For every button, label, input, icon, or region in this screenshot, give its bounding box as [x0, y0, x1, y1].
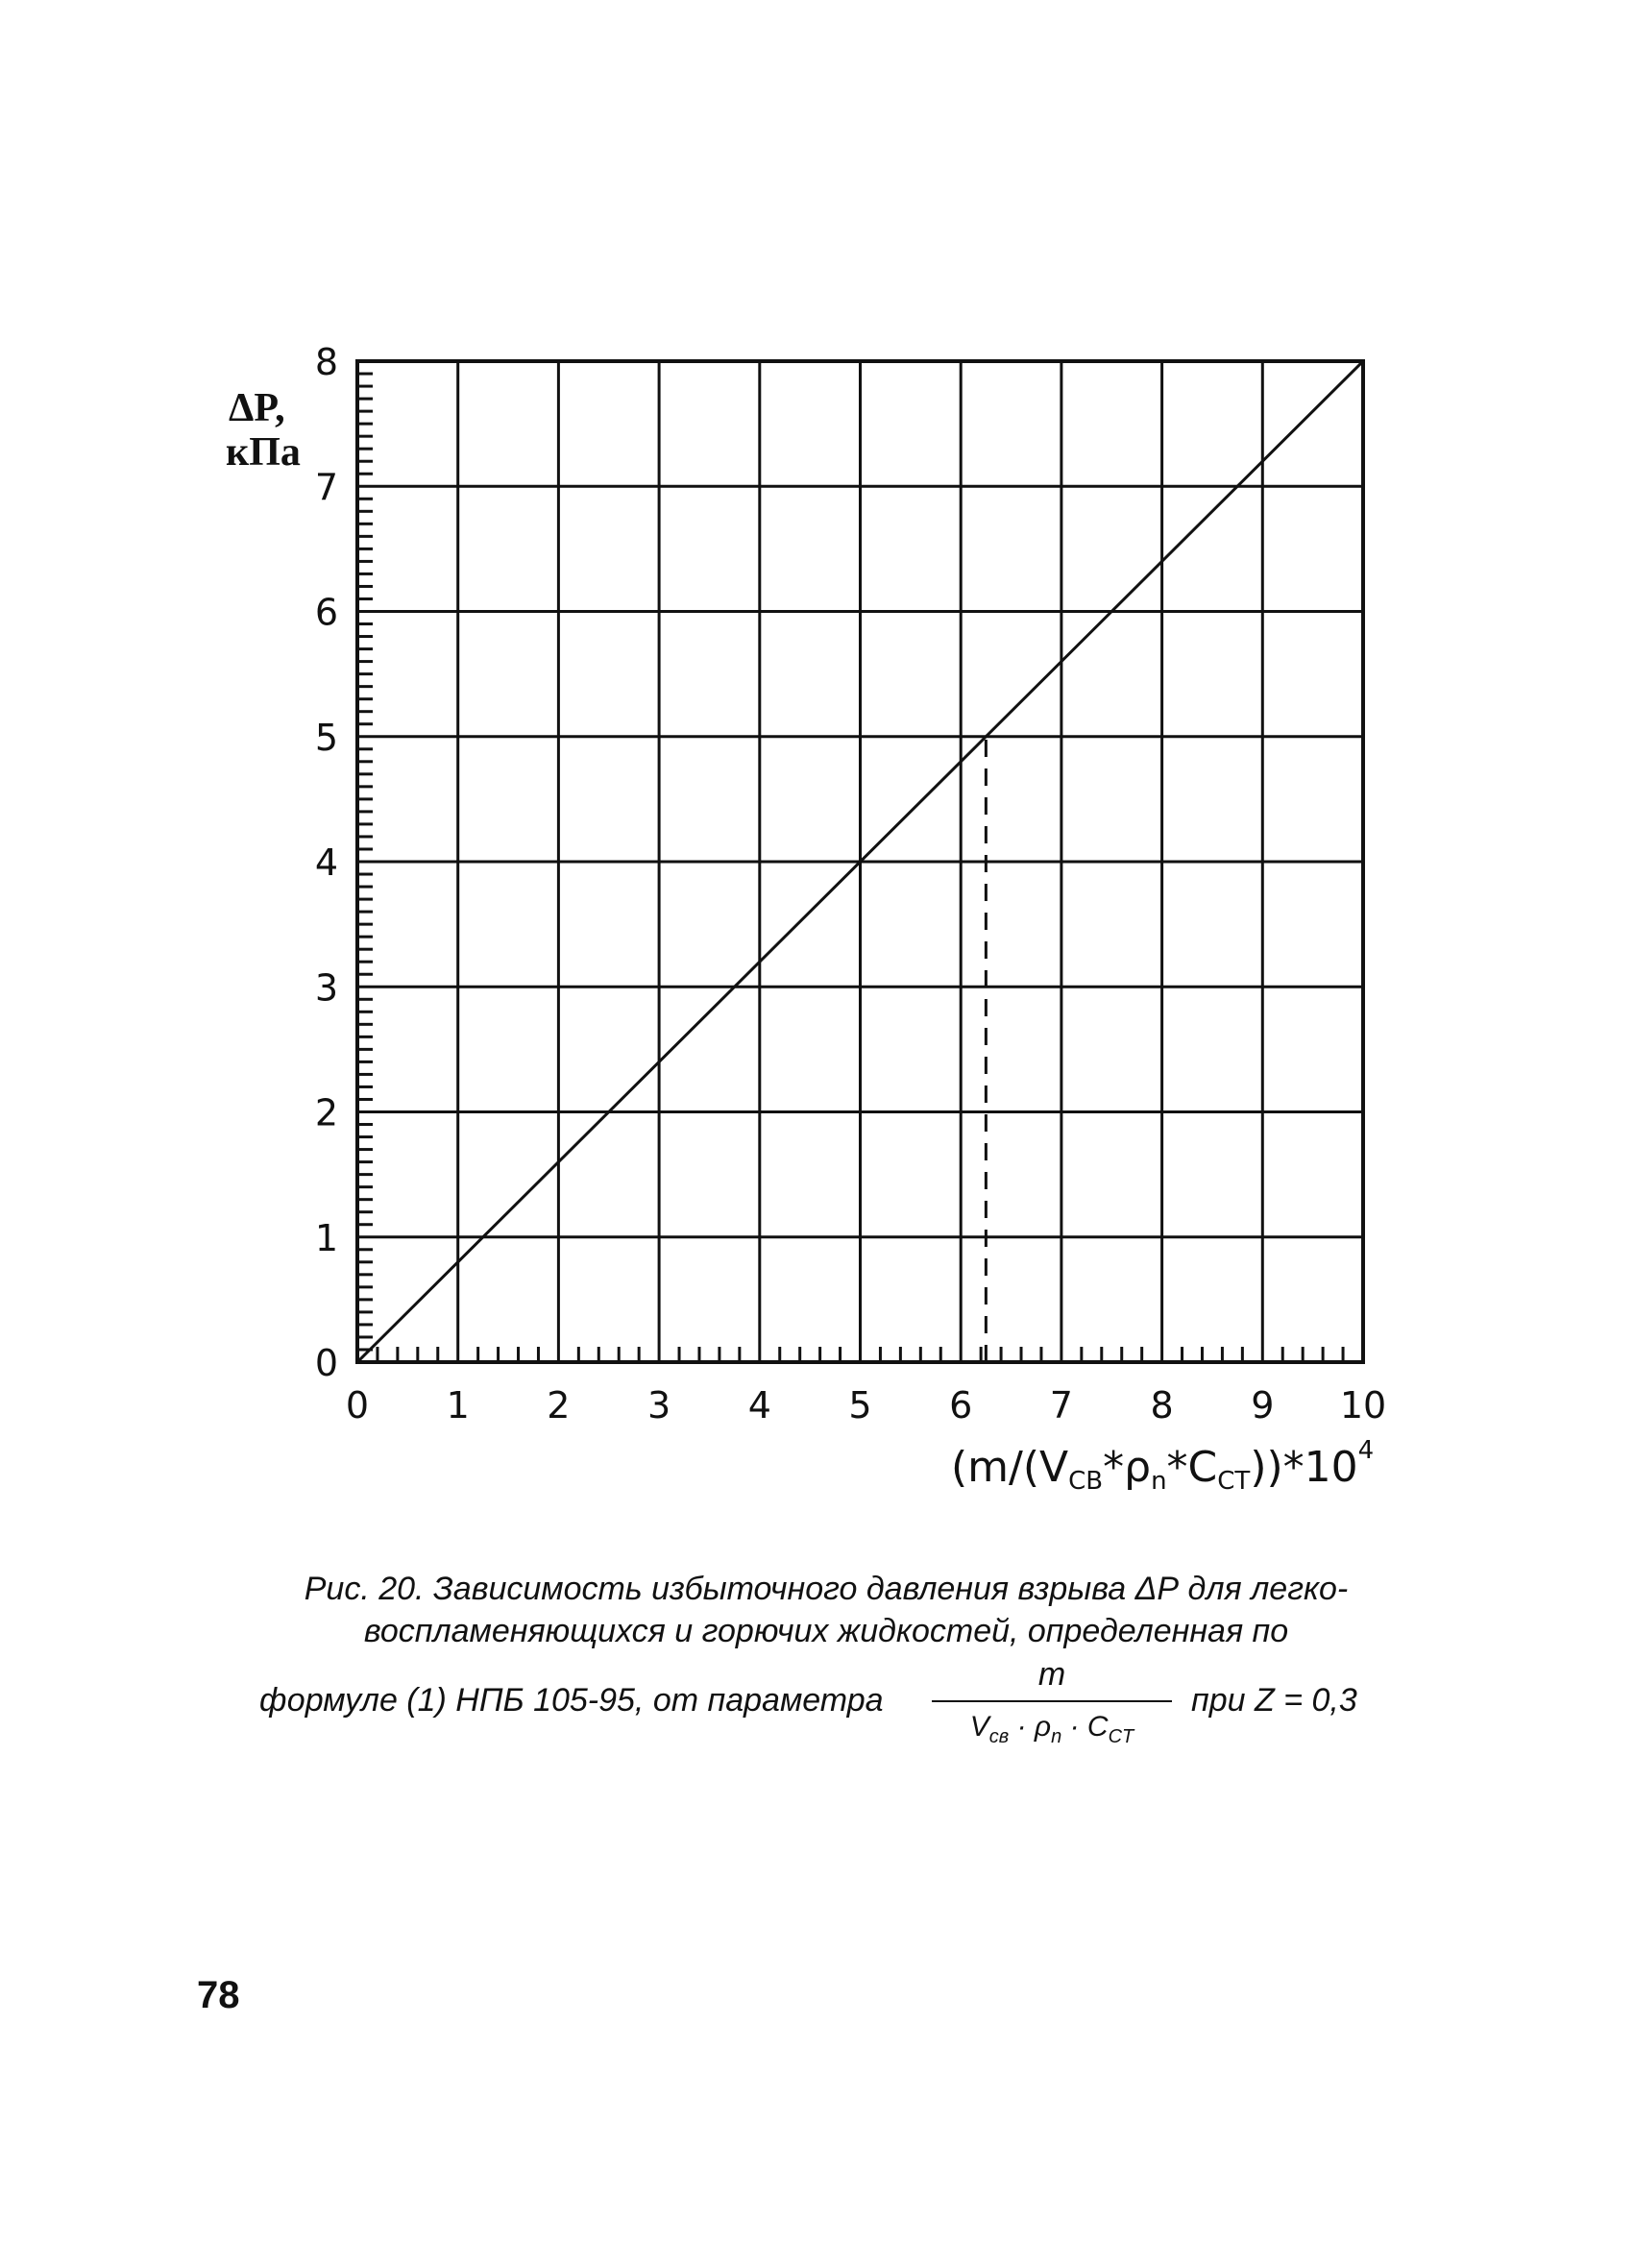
- x-tick-label: 7: [1050, 1384, 1073, 1427]
- x-tick-label: 4: [748, 1384, 771, 1427]
- fraction-numerator: m: [1037, 1656, 1066, 1693]
- y-tick-labels: 0 1 2 3 4 5 6 7 8: [315, 341, 338, 1384]
- y-tick-label: 4: [315, 841, 338, 884]
- x-tick-label: 5: [848, 1384, 871, 1427]
- x-tick-label: 1: [447, 1384, 470, 1427]
- y-tick-label: 0: [315, 1342, 338, 1384]
- caption-line2: воспламеняющихся и горючих жидкостей, оп…: [363, 1613, 1289, 1649]
- x-axis-label: (m/(VСВ*ρn*CСТ))*104: [951, 1436, 1374, 1496]
- y-tick-label: 3: [315, 966, 338, 1009]
- caption-line3-end: при Z = 0,3: [1191, 1682, 1357, 1719]
- fraction-bar: [932, 1700, 1172, 1702]
- x-tick-label: 2: [547, 1384, 570, 1427]
- x-tick-label: 3: [647, 1384, 671, 1427]
- caption-formula-line: формуле (1) НПБ 105-95, от параметра m V…: [231, 1654, 1422, 1760]
- parameter-fraction: m Vсв · ρn · CCT: [932, 1654, 1172, 1758]
- y-tick-label: 7: [315, 466, 338, 508]
- x-tick-label: 6: [949, 1384, 972, 1427]
- y-tick-label: 1: [315, 1217, 338, 1259]
- series-line: [355, 359, 1365, 1364]
- x-tick-label: 8: [1151, 1384, 1174, 1427]
- y-axis-label-line2: кПа: [226, 430, 301, 475]
- fraction-denominator: Vсв · ρn · CCT: [969, 1711, 1134, 1747]
- x-tick-label: 0: [346, 1384, 369, 1427]
- plot-frame: [355, 359, 1365, 1364]
- y-tick-label: 5: [315, 717, 338, 759]
- y-tick-label: 8: [315, 341, 338, 383]
- x-tick-label: 9: [1251, 1384, 1274, 1427]
- x-tick-labels: 0 1 2 3 4 5 6 7 8 9 10: [346, 1384, 1386, 1427]
- figure-caption: Рис. 20. Зависимость избыточного давлени…: [231, 1568, 1422, 1652]
- y-tick-label: 2: [315, 1092, 338, 1134]
- caption-line1: Рис. 20. Зависимость избыточного давлени…: [304, 1571, 1349, 1607]
- caption-line3-start: формуле (1) НПБ 105-95, от параметра: [259, 1682, 884, 1719]
- y-tick-label: 6: [315, 592, 338, 634]
- minor-ticks: [357, 372, 1345, 1362]
- y-axis-label-line1: ΔP,: [229, 386, 285, 430]
- page-number: 78: [197, 1974, 240, 2016]
- x-tick-label: 10: [1340, 1384, 1386, 1427]
